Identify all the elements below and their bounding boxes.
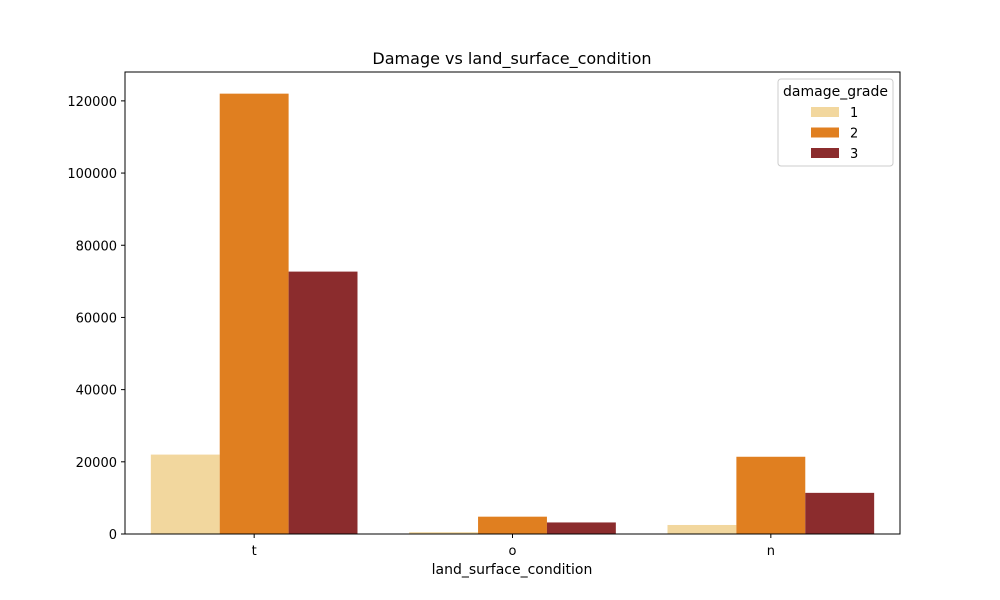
bar-n-grade-3 bbox=[805, 492, 875, 534]
bar-o-grade-2 bbox=[478, 516, 547, 534]
x-tick-label: o bbox=[509, 544, 517, 559]
chart-title: Damage vs land_surface_condition bbox=[372, 49, 651, 69]
legend-box bbox=[777, 78, 894, 167]
y-tick-label: 100000 bbox=[67, 167, 117, 182]
y-tick-label: 60000 bbox=[76, 311, 117, 326]
legend-label-2: 2 bbox=[850, 127, 858, 142]
legend-swatch-1 bbox=[811, 107, 839, 117]
bar-o-grade-1 bbox=[409, 532, 479, 534]
y-tick-label: 0 bbox=[109, 528, 117, 543]
bar-t-grade-1 bbox=[150, 454, 220, 534]
y-tick-label: 20000 bbox=[76, 456, 117, 471]
y-axis: 0 20000 40000 60000 80000 100000 120000 bbox=[67, 95, 125, 543]
y-tick-label: 80000 bbox=[76, 239, 117, 254]
plot-frame bbox=[124, 71, 901, 535]
y-tick-label: 120000 bbox=[67, 95, 117, 110]
legend-swatch-2 bbox=[811, 127, 839, 138]
legend-label-1: 1 bbox=[850, 106, 858, 121]
y-tick-label: 40000 bbox=[76, 384, 117, 399]
legend-title: damage_grade bbox=[783, 84, 888, 100]
x-axis-label: land_surface_condition bbox=[432, 562, 593, 578]
bar-n-grade-1 bbox=[667, 524, 737, 534]
bar-t-grade-2 bbox=[219, 93, 289, 534]
x-tick-label: t bbox=[252, 544, 257, 559]
bar-t-grade-3 bbox=[288, 271, 358, 534]
legend-swatch-3 bbox=[811, 148, 839, 158]
bars-group bbox=[150, 93, 875, 534]
x-tick-label: n bbox=[767, 544, 775, 559]
legend: damage_grade 1 2 3 bbox=[777, 78, 894, 167]
legend-label-3: 3 bbox=[850, 147, 858, 162]
bar-n-grade-2 bbox=[736, 456, 806, 534]
bar-o-grade-3 bbox=[546, 522, 616, 534]
